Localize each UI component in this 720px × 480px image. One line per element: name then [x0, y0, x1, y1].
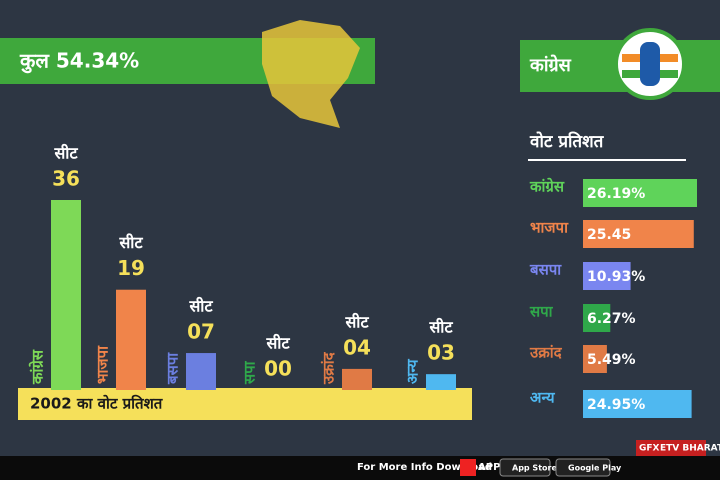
category-label: अन्य	[530, 389, 556, 407]
value-label: 26.19%	[587, 186, 645, 202]
category-label: भाजपा	[94, 345, 112, 384]
bar	[583, 179, 697, 207]
etv-icon	[460, 459, 476, 476]
bar-label: सीट	[265, 334, 290, 353]
category-label: बसपा	[164, 352, 182, 385]
footer-info: For More Info Download	[357, 462, 492, 473]
category-label: उक्रांद	[320, 351, 338, 385]
category-label: कांग्रेस	[529, 178, 565, 196]
value-label: 5.49%	[587, 352, 636, 368]
bar	[342, 368, 372, 390]
googleplay-badge[interactable]	[555, 458, 611, 477]
party-text: कांग्रेस	[529, 54, 572, 76]
value-label: 36	[52, 167, 80, 191]
bar	[583, 262, 631, 290]
category-label: कांग्रेस	[29, 349, 47, 385]
bar-label: सीट	[428, 318, 453, 337]
bar-label: सीट	[53, 144, 78, 163]
bar-title: 2002 का वोट प्रतिशत	[30, 395, 164, 413]
value-label: 6.27%	[587, 311, 636, 327]
category-label: सपा	[241, 360, 259, 385]
category-label: अन्य	[404, 358, 422, 384]
value-label: 03	[427, 341, 455, 365]
appstore-badge[interactable]	[499, 458, 551, 477]
value-label: 04	[343, 335, 371, 359]
value-label: 10.93%	[587, 269, 645, 285]
category-label: बसपा	[529, 261, 562, 279]
bar	[186, 353, 216, 390]
bar	[51, 200, 81, 390]
total-text: कुल 54.34%	[19, 49, 139, 74]
brand-box	[636, 440, 706, 456]
bar	[583, 304, 611, 332]
value-label: 00	[264, 357, 292, 381]
hbar-title: वोट प्रतिशत	[529, 131, 605, 152]
value-label: 07	[187, 320, 215, 344]
title-bar	[18, 388, 472, 420]
appstore-text[interactable]: App Store	[512, 464, 557, 473]
logo-hand	[640, 42, 660, 86]
value-label: 25.45	[587, 227, 631, 243]
googleplay-text[interactable]: Google Play	[568, 464, 622, 473]
category-label: भाजपा	[530, 219, 569, 237]
bar	[583, 345, 607, 373]
value-label: 19	[117, 256, 145, 280]
bar	[583, 220, 694, 248]
brand-text: ETV BHARAT	[660, 444, 720, 454]
footer-app: APP	[478, 462, 500, 473]
gfx-text: GFX	[639, 444, 660, 454]
bar-label: सीट	[188, 297, 213, 316]
map-image	[262, 20, 360, 128]
bar-label: सीट	[344, 312, 369, 331]
category-label: उक्रांद	[529, 344, 563, 362]
bar-label: सीट	[118, 233, 143, 252]
category-label: सपा	[529, 303, 554, 321]
bar	[116, 289, 146, 390]
bar	[426, 374, 456, 390]
value-label: 24.95%	[587, 397, 645, 413]
bar	[583, 390, 692, 418]
